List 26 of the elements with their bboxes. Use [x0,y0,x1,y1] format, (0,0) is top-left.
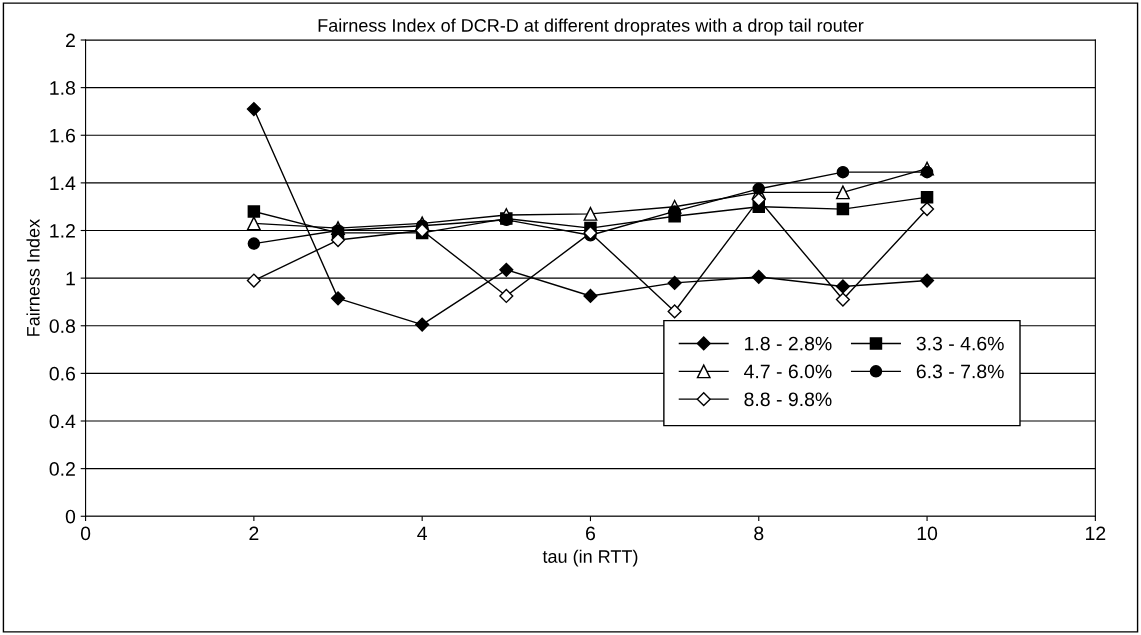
x-tick-label: 10 [917,526,938,541]
y-tick-label: 1.8 [50,81,76,95]
legend-label: 3.3 - 4.6% [916,336,1004,351]
x-tick-label: 6 [586,526,596,541]
legend-label: 6.3 - 7.8% [916,364,1004,379]
x-tick-label: 4 [417,526,428,541]
legend-label: 8.8 - 9.8% [744,392,832,407]
y-tick-label: 1.4 [50,176,76,190]
y-tick-label: 0.8 [49,319,76,333]
y-tick-label: 1 [66,271,75,286]
y-axis-title: Fairness Index [26,219,40,336]
y-tick-label: 2 [66,33,75,48]
x-axis-title: tau (in RTT) [542,549,638,567]
x-tick-label: 0 [80,526,91,541]
x-tick-label: 2 [249,526,259,541]
x-tick-label: 8 [754,526,764,541]
y-tick-label: 0.2 [49,462,75,476]
y-tick-label: 1.6 [50,128,75,143]
y-tick-label: 0 [65,509,76,524]
y-tick-label: 1.2 [50,223,75,238]
legend-label: 4.7 - 6.0% [744,364,832,379]
y-tick-label: 0.6 [49,366,75,381]
chart-title: Fairness Index of DCR-D at different droprates with a drop tail router [318,18,864,36]
legend-label: 1.8 - 2.8% [745,336,832,351]
x-tick-label: 12 [1086,526,1106,541]
y-tick-label: 0.4 [49,414,76,429]
